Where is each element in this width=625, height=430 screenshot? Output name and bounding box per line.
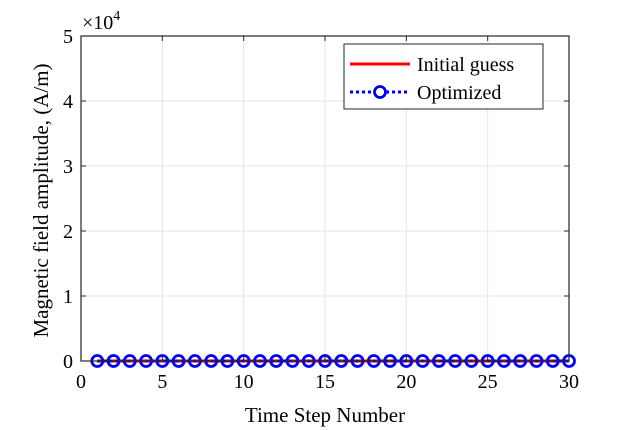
x-tick-label: 10 [234,371,254,393]
legend-label-optimized: Optimized [417,82,501,104]
x-tick-label: 5 [157,371,167,393]
x-axis-title: Time Step Number [245,403,405,427]
legend-label-initial-guess: Initial guess [417,54,514,76]
y-tick-label: 0 [63,351,73,373]
legend-marker-optimized [373,85,387,99]
y-exponent-power: 4 [113,9,120,24]
y-axis-title: Magnetic field amplitude, (A/m) [29,63,53,337]
x-tick-label: 0 [76,371,86,393]
x-tick-label: 15 [315,371,335,393]
x-tick-label: 25 [478,371,498,393]
y-exponent-base: ×10 [82,12,113,34]
y-tick-label: 1 [63,286,73,308]
tick-labels: 0 5 10 15 20 25 30 0 1 2 3 4 5 [63,26,579,393]
x-tick-label: 20 [396,371,416,393]
y-tick-label: 4 [63,91,73,113]
y-axis-exponent: ×104 [82,9,120,34]
y-tick-label: 3 [63,156,73,178]
y-tick-label: 5 [63,26,73,48]
legend: Initial guess Optimized [343,43,544,110]
y-tick-label: 2 [63,221,73,243]
axis-ticks [80,35,570,362]
x-tick-label: 30 [559,371,579,393]
